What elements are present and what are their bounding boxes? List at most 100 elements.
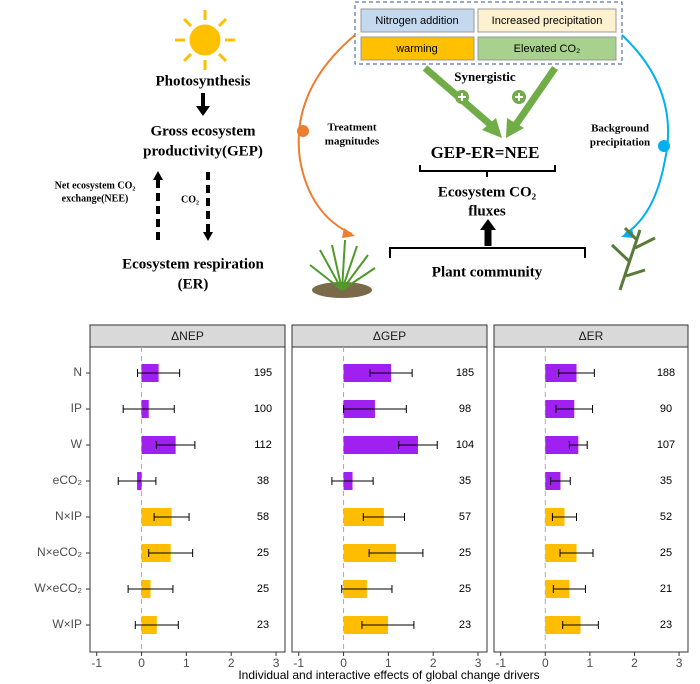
label: Ecosystem CO₂ — [438, 184, 537, 200]
label: productivity(GEP) — [143, 143, 263, 159]
sample-size: 23 — [459, 619, 471, 631]
sample-size: 25 — [459, 583, 471, 595]
treatment-label: Elevated CO₂ — [514, 43, 581, 55]
arrow-head — [506, 118, 524, 138]
label: Treatment — [327, 122, 376, 134]
panel — [89, 346, 286, 653]
x-tick-label: 3 — [475, 656, 482, 670]
panel-title: ΔER — [579, 329, 604, 343]
sample-size: 98 — [459, 403, 471, 415]
error-bar — [368, 549, 424, 557]
x-tick-label: -1 — [293, 656, 304, 670]
sample-size: 57 — [459, 511, 471, 523]
label: Plant community — [432, 264, 543, 280]
error-bar — [331, 477, 374, 485]
sun-icon — [175, 10, 235, 70]
error-bar — [341, 585, 393, 593]
label: Ecosystem respiration — [122, 256, 264, 272]
x-tick-label: 0 — [138, 656, 145, 670]
sample-size: 25 — [660, 547, 672, 559]
treatment-box — [477, 36, 617, 61]
label: exchange(NEE) — [62, 193, 129, 204]
label: magnitudes — [325, 136, 380, 148]
sample-size: 23 — [257, 619, 269, 631]
panel-title: ΔGEP — [373, 329, 406, 343]
label: Background — [591, 123, 649, 135]
panel — [291, 346, 488, 653]
x-tick-label: 2 — [228, 656, 235, 670]
label: Gross ecosystem — [150, 123, 256, 139]
sample-size: 90 — [660, 403, 672, 415]
x-tick-label: 1 — [385, 656, 392, 670]
bar — [545, 436, 579, 454]
label: precipitation — [590, 137, 650, 149]
label: Photosynthesis — [155, 73, 250, 89]
x-tick-label: -1 — [91, 656, 102, 670]
error-bar — [398, 441, 438, 449]
error-bar — [134, 621, 179, 629]
x-tick-label: 0 — [340, 656, 347, 670]
y-tick-label: eCO₂ — [53, 473, 83, 487]
error-bar — [552, 585, 586, 593]
error-bar — [558, 369, 595, 377]
arrow-head — [482, 118, 502, 138]
equation: GEP-ER=NEE — [431, 143, 540, 162]
error-bar — [361, 621, 415, 629]
error-bar — [362, 513, 406, 521]
error-bar — [555, 405, 594, 413]
x-tick-label: 1 — [587, 656, 594, 670]
bar — [343, 436, 418, 454]
treatment-label: warming — [395, 43, 438, 55]
treatment-frame — [354, 1, 623, 65]
arrow-head — [153, 171, 163, 180]
bar — [343, 364, 392, 382]
error-bar — [568, 441, 588, 449]
arrow-head — [203, 232, 213, 241]
y-tick-label: W×eCO₂ — [34, 581, 82, 595]
x-tick-label: 0 — [542, 656, 549, 670]
panel — [493, 346, 689, 653]
sample-size: 25 — [257, 547, 269, 559]
y-tick-label: N×IP — [55, 509, 82, 523]
sample-size: 23 — [660, 619, 672, 631]
x-tick-label: 3 — [676, 656, 683, 670]
error-bar — [343, 405, 407, 413]
error-bar — [559, 549, 594, 557]
sample-size: 21 — [660, 583, 672, 595]
x-axis-title: Individual and interactive effects of gl… — [238, 668, 539, 682]
bracket — [419, 165, 556, 177]
label: Net ecosystem CO₂ — [55, 180, 136, 191]
arrow-head — [342, 228, 355, 238]
error-bar — [153, 513, 190, 521]
x-tick-label: 3 — [273, 656, 280, 670]
sample-size: 107 — [657, 439, 675, 451]
plant-icon — [610, 226, 656, 291]
y-tick-label: N — [73, 365, 82, 379]
plus-icon — [658, 140, 670, 152]
curve-arrow — [621, 34, 670, 235]
error-bar — [127, 585, 174, 593]
treatment-box — [360, 36, 475, 61]
error-bar — [369, 369, 413, 377]
arrow-head — [480, 219, 496, 230]
sample-size: 185 — [456, 367, 474, 379]
sample-size: 52 — [660, 511, 672, 523]
sample-size: 58 — [257, 511, 269, 523]
sample-size: 104 — [456, 439, 474, 451]
sample-size: 25 — [459, 547, 471, 559]
x-tick-label: -1 — [495, 656, 506, 670]
error-bar — [148, 549, 194, 557]
x-tick-label: 2 — [631, 656, 638, 670]
sample-size: 100 — [254, 403, 272, 415]
label: CO₂ — [181, 194, 199, 205]
panel-title: ΔNEP — [171, 329, 204, 343]
sample-size: 35 — [459, 475, 471, 487]
x-tick-label: 2 — [430, 656, 437, 670]
plus-sign — [458, 93, 523, 101]
y-tick-label: N×eCO₂ — [37, 545, 82, 559]
treatment-label: Increased precipitation — [492, 15, 603, 27]
error-bar — [155, 441, 196, 449]
grass-icon — [309, 239, 376, 298]
